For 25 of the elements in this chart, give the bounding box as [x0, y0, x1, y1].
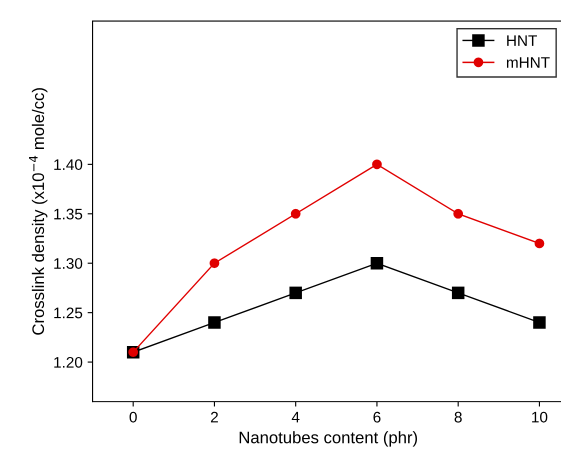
point [452, 286, 464, 300]
x-tick-label: 6 [373, 412, 381, 423]
point [453, 208, 464, 219]
x-tick-label: 2 [210, 412, 218, 422]
y-tick-label: 1.25 [54, 308, 82, 318]
y-axis-title: Crosslink density (x10$^{−4}$ mole/cc) [29, 88, 48, 335]
point [289, 286, 302, 300]
y-tick-label: 1.40 [54, 159, 82, 170]
point [210, 258, 220, 268]
legend-label: mHNT [506, 57, 550, 68]
x-axis-title: Nanotubes content (phr) [240, 431, 418, 447]
x-tick-label: 0 [130, 412, 137, 423]
point [208, 316, 221, 329]
y-tick-label: 1.20 [54, 356, 82, 368]
point [372, 160, 382, 170]
x-tick-label: 4 [292, 412, 300, 422]
x-tick-label: 8 [454, 412, 462, 423]
y-tick-label: 1.30 [54, 258, 82, 269]
legend-label: HNT [507, 35, 537, 46]
point [534, 238, 544, 248]
y-tick-label: 1.35 [54, 208, 82, 220]
x-tick-label: 10 [532, 412, 548, 423]
point [370, 256, 384, 270]
point [533, 316, 546, 329]
point [290, 208, 301, 219]
